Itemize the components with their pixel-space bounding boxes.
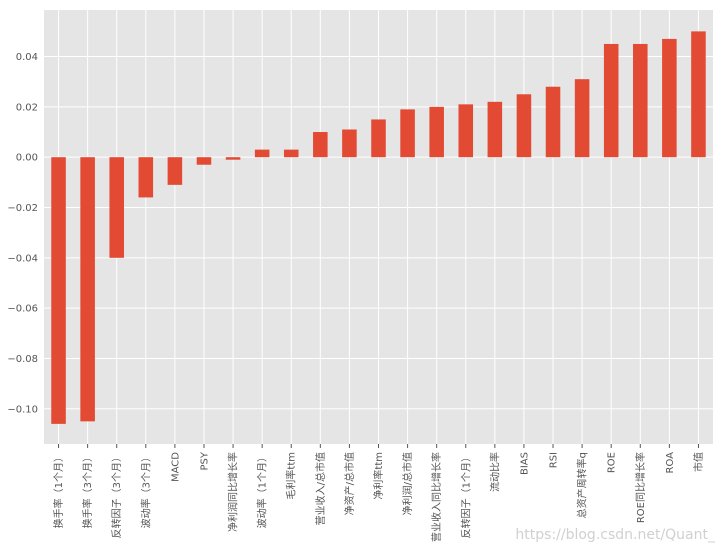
bar [225,157,241,160]
x-tick-label: 换手率（3个月） [81,452,94,528]
x-tick-label: 换手率（1个月） [52,452,65,528]
x-axis: 换手率（1个月） 换手率（3个月） 反转因子（3个月） 波动率（3个月） MACD PSY… [52,444,705,542]
y-tick-label: 0.04 [16,52,38,63]
y-axis: 0.04 0.02 0.00 −0.02 −0.04 −0.06 −0.08 −0.10 [7,52,38,415]
y-tick-label: −0.02 [7,203,38,214]
y-tick-label: −0.10 [7,404,38,415]
x-tick-label: BIAS [519,452,530,475]
bar [167,157,183,185]
x-tick-label: 净资产/总市值 [343,452,356,515]
bars [51,31,706,424]
bar [487,101,503,158]
y-tick-label: 0.02 [16,102,38,113]
bar [342,129,357,158]
x-tick-label: 净利润同比增长率 [227,452,240,532]
x-tick-label: ROA [665,452,676,474]
x-tick-label: ROE [607,452,618,473]
x-tick-label: 毛利率ttm [285,452,298,500]
bar [313,132,328,158]
grid-lines [44,10,713,444]
bar [80,157,95,422]
bar [603,43,619,158]
bar [633,43,648,158]
x-tick-label: 净利率ttm [372,452,385,500]
x-tick-label: 反转因子（1个月） [459,452,472,538]
x-tick-label: ROE同比增长率 [634,452,647,523]
bar [691,31,706,158]
x-tick-label: 流动比率 [488,452,501,492]
watermark: https://blog.csdn.net/Quant_ [515,527,715,543]
x-tick-label: 波动率（3个月） [139,452,152,528]
bar [283,149,299,158]
bar [516,94,532,158]
bar [138,157,154,198]
bar [429,106,444,158]
x-tick-label: 营业收入同比增长率 [430,452,443,542]
bar [109,157,124,258]
x-tick-label: 净利润/总市值 [401,452,414,515]
y-tick-label: −0.08 [7,354,38,365]
x-tick-label: RSI [549,452,560,468]
bar [51,157,66,424]
x-tick-label: MACD [170,452,181,482]
x-tick-label: 市值 [692,452,705,472]
y-tick-label: −0.04 [7,253,38,264]
bar [662,38,677,158]
x-tick-label: PSY [199,451,210,470]
y-tick-label: −0.06 [7,304,38,315]
bar [458,104,474,158]
bar [574,79,590,158]
y-tick-label: 0.00 [16,153,38,164]
x-tick-label: 反转因子（3个月） [110,452,123,538]
bar [254,149,270,158]
bar [400,109,415,158]
bar [545,86,561,158]
x-tick-label: 波动率（1个月） [256,452,269,528]
bar [371,119,386,158]
x-tick-label: 营业收入/总市值 [314,452,327,525]
x-tick-label: 总资产周转率q [576,452,589,518]
bar [196,157,212,165]
